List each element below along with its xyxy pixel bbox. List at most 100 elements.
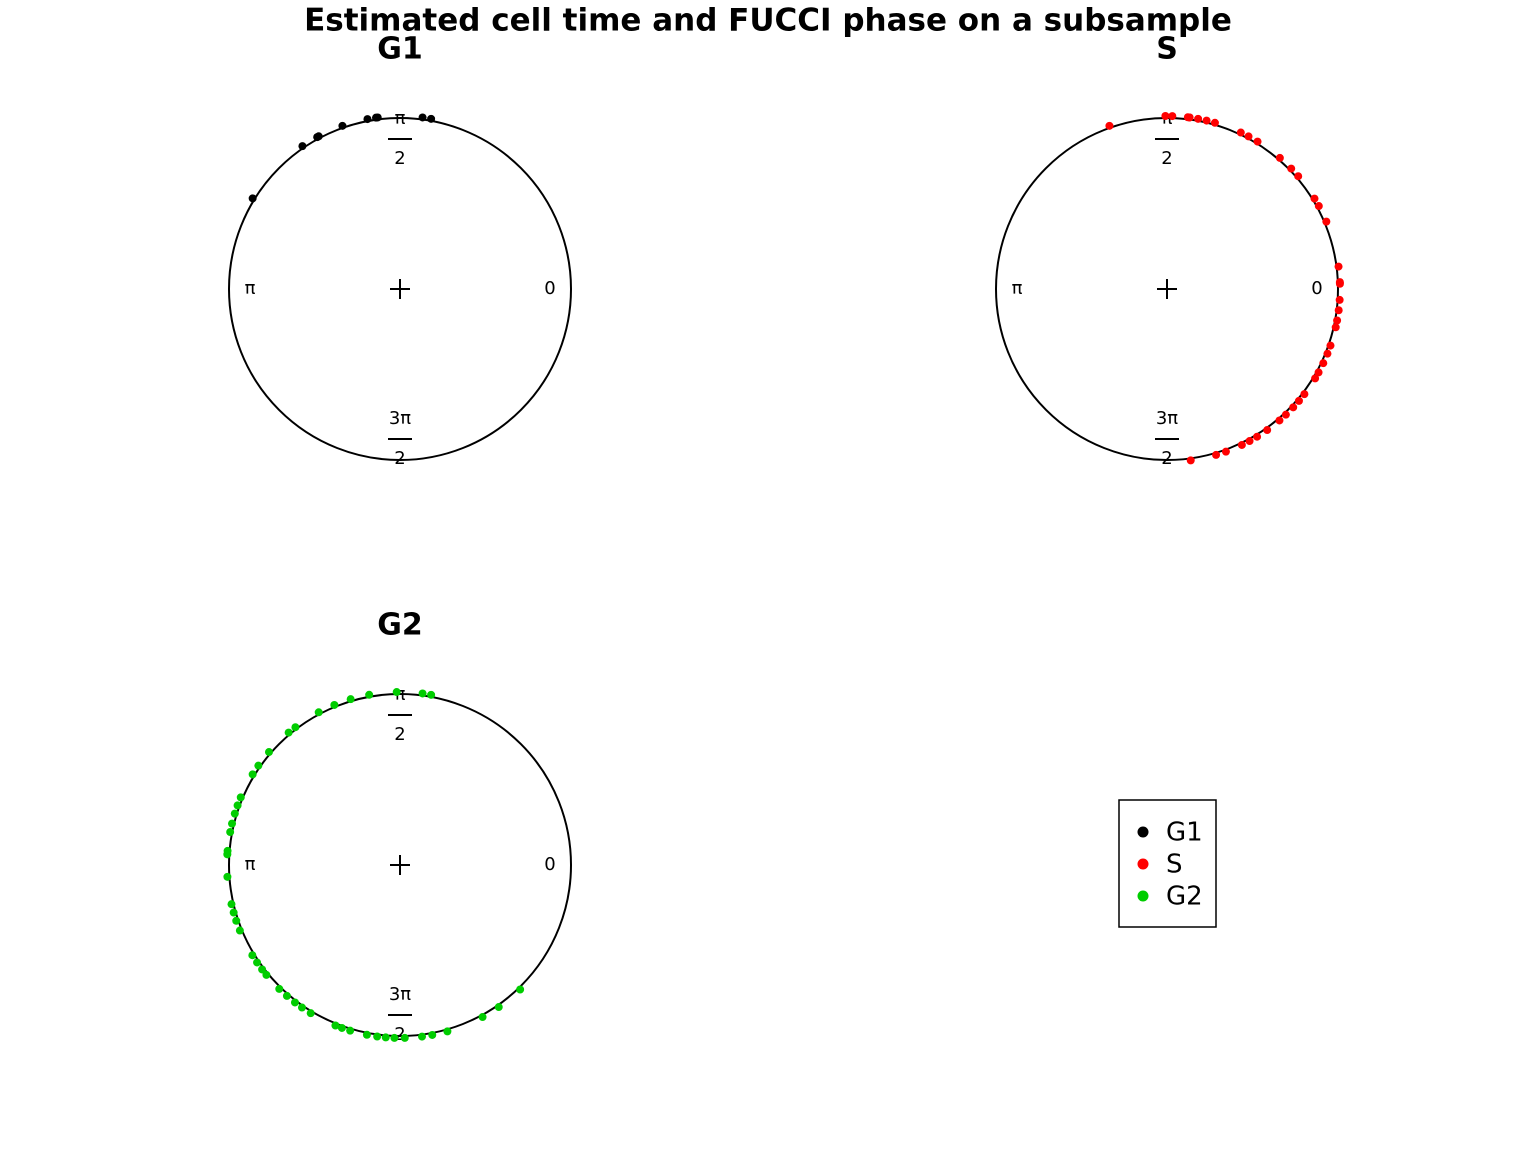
point [1331,323,1340,332]
point [1322,217,1331,226]
point [1275,416,1284,425]
point [363,115,372,124]
point [373,1032,382,1041]
legend-box [1118,799,1217,928]
point [248,770,257,779]
tick-label: 2 [1161,148,1172,169]
legend-marker [1137,858,1149,870]
point [1194,114,1203,123]
tick-label: π [1012,278,1023,299]
point [443,1027,452,1036]
point [371,113,380,122]
point [1334,262,1343,271]
point [1253,137,1262,146]
point [1326,341,1335,350]
point [1105,121,1114,130]
point [1253,432,1262,441]
point [1237,440,1246,449]
point [418,113,427,122]
point [314,708,323,717]
point [258,965,267,974]
tick-label: π [395,684,406,705]
legend-label: G2 [1166,882,1203,912]
point [284,728,293,737]
point [1168,112,1177,121]
tick-label: 2 [1161,448,1172,469]
point [418,689,427,698]
point [1294,396,1303,405]
point [262,970,271,979]
point [337,1023,346,1032]
point [254,761,263,770]
point [264,748,273,757]
point [331,1021,340,1030]
point [1161,112,1170,121]
point [223,850,232,859]
point [494,1003,503,1012]
point [330,700,339,709]
point [1210,118,1219,127]
point [381,1033,390,1042]
point [223,872,232,881]
circle-axis [228,117,572,461]
point [1289,403,1298,412]
tick-label: 2 [394,724,405,745]
point [228,819,237,828]
point [1334,306,1343,315]
point [1263,426,1272,435]
point [1212,450,1221,459]
tick-label: 0 [544,854,555,875]
point [516,985,525,994]
legend-marker [1137,826,1149,838]
tick-label: π [245,854,256,875]
point [418,1032,427,1041]
point [478,1013,487,1022]
point [400,1033,409,1042]
point [1245,437,1254,446]
point [390,1033,399,1042]
point [428,1030,437,1039]
point [346,1026,355,1035]
tick-label: 2 [394,148,405,169]
point [1287,164,1296,173]
point [346,695,355,704]
point [1335,295,1344,304]
point [1319,359,1328,368]
legend-label: S [1166,850,1183,880]
tick-label: 2 [394,1024,405,1045]
point [427,690,436,699]
point [1323,349,1332,358]
point [362,1030,371,1039]
point [1281,410,1290,419]
tick-label: π [395,108,406,129]
point [230,809,239,818]
point [1186,456,1195,465]
panel-title: S [1156,32,1178,67]
point [365,690,374,699]
point [248,951,257,960]
point [338,121,347,130]
tick-label: π [245,278,256,299]
point [1300,390,1309,399]
figure-title: Estimated cell time and FUCCI phase on a… [304,3,1232,39]
point [275,984,284,993]
legend-marker [1137,890,1149,902]
panel-title: G2 [377,608,423,643]
point [233,801,242,810]
point [1275,153,1284,162]
point [236,793,245,802]
point [235,926,244,935]
point [306,1009,315,1018]
legend-label: G1 [1166,818,1203,848]
point [1311,374,1320,383]
point [290,998,299,1007]
tick-label: 0 [1311,278,1322,299]
point [1244,132,1253,141]
point [1236,128,1245,137]
point [1314,368,1323,377]
point [229,908,238,917]
point [1314,202,1323,211]
point [232,916,241,925]
point [291,723,300,732]
